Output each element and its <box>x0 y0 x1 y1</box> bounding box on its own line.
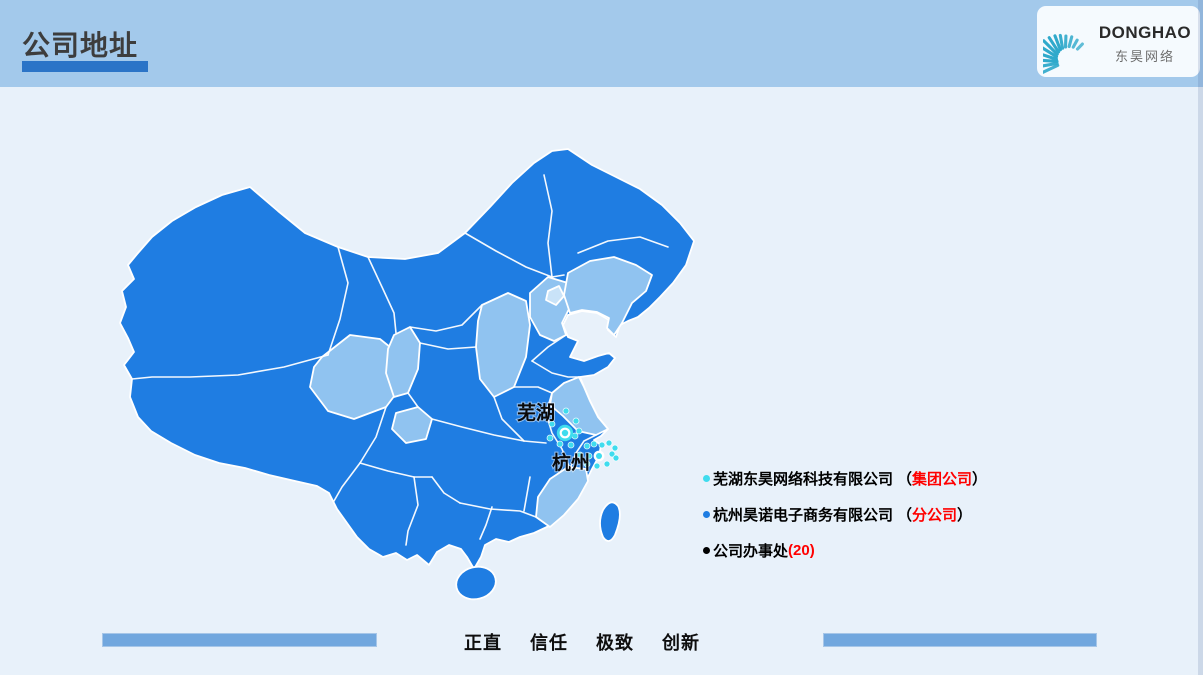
company-values: 正直 信任 极致 创新 <box>464 633 700 653</box>
province-fujian <box>535 466 589 528</box>
title-underline <box>22 61 148 72</box>
office-dot <box>608 450 616 458</box>
legend-company-name: 杭州昊诺电子商务有限公司 <box>713 506 894 524</box>
province-beijing <box>545 285 565 306</box>
office-dot <box>590 440 598 448</box>
legend-company-type: 集团公司 <box>912 470 973 488</box>
office-dot <box>585 452 593 460</box>
office-dot <box>548 420 556 428</box>
legend-item-offices: 公司办事处 (20) <box>703 540 987 560</box>
province-jiangsu <box>549 376 609 436</box>
office-dot <box>598 441 606 449</box>
province-borders <box>131 174 669 546</box>
office-dot <box>583 442 591 450</box>
china-map: 芜湖杭州 <box>100 125 700 605</box>
office-dot <box>605 439 613 447</box>
legend-company-name: 芜湖东昊网络科技有限公司 <box>713 470 894 488</box>
office-dot <box>575 427 583 435</box>
page-title: 公司地址 <box>22 30 139 61</box>
footer-bar-right <box>823 633 1097 647</box>
map-legend: 芜湖东昊网络科技有限公司 （ 集团公司 ） 杭州昊诺电子商务有限公司 （ 分公司… <box>703 468 987 576</box>
office-dot <box>576 451 584 459</box>
office-dot <box>603 460 611 468</box>
logo-name: DONGHAO <box>1098 23 1192 42</box>
office-dot <box>572 417 580 425</box>
legend-company-type: 分公司 <box>912 506 958 524</box>
city-label-wuhu: 芜湖 <box>517 401 555 424</box>
office-dot <box>583 460 591 468</box>
feather-fan-icon <box>1043 33 1084 74</box>
city-marker-core <box>561 429 569 437</box>
office-dot <box>567 441 575 449</box>
legend-item-branch-company: 杭州昊诺电子商务有限公司 （ 分公司 ） <box>703 504 987 524</box>
office-dot <box>546 434 554 442</box>
office-dot <box>562 407 570 415</box>
legend-bullet-cyan <box>703 474 710 482</box>
legend-office-count: (20) <box>788 541 815 559</box>
office-dot <box>593 462 601 470</box>
office-dot <box>556 440 564 448</box>
legend-bullet-black <box>703 546 710 554</box>
right-edge-strip <box>1198 0 1203 675</box>
province-liaoning <box>563 256 653 336</box>
company-logo: DONGHAO 东昊网络 <box>1037 6 1200 77</box>
taiwan-island <box>599 501 621 542</box>
office-dot <box>612 454 620 462</box>
footer-bar-left <box>102 633 377 647</box>
city-label-hangzhou: 杭州 <box>552 451 590 474</box>
hainan-island <box>455 565 497 601</box>
header-band: 公司地址 <box>0 0 1203 87</box>
legend-bullet-blue <box>703 510 710 518</box>
legend-office-label: 公司办事处 <box>713 542 789 560</box>
legend-item-group-company: 芜湖东昊网络科技有限公司 （ 集团公司 ） <box>703 468 987 488</box>
office-dot <box>611 444 619 452</box>
city-marker-core <box>596 453 602 459</box>
logo-subtitle: 东昊网络 <box>1114 49 1175 64</box>
